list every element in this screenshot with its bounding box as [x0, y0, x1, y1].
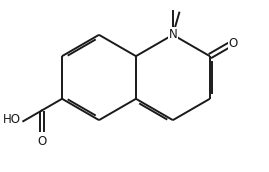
Text: O: O — [228, 37, 237, 50]
Text: O: O — [37, 135, 46, 148]
Text: N: N — [168, 28, 177, 41]
Text: HO: HO — [3, 113, 21, 126]
